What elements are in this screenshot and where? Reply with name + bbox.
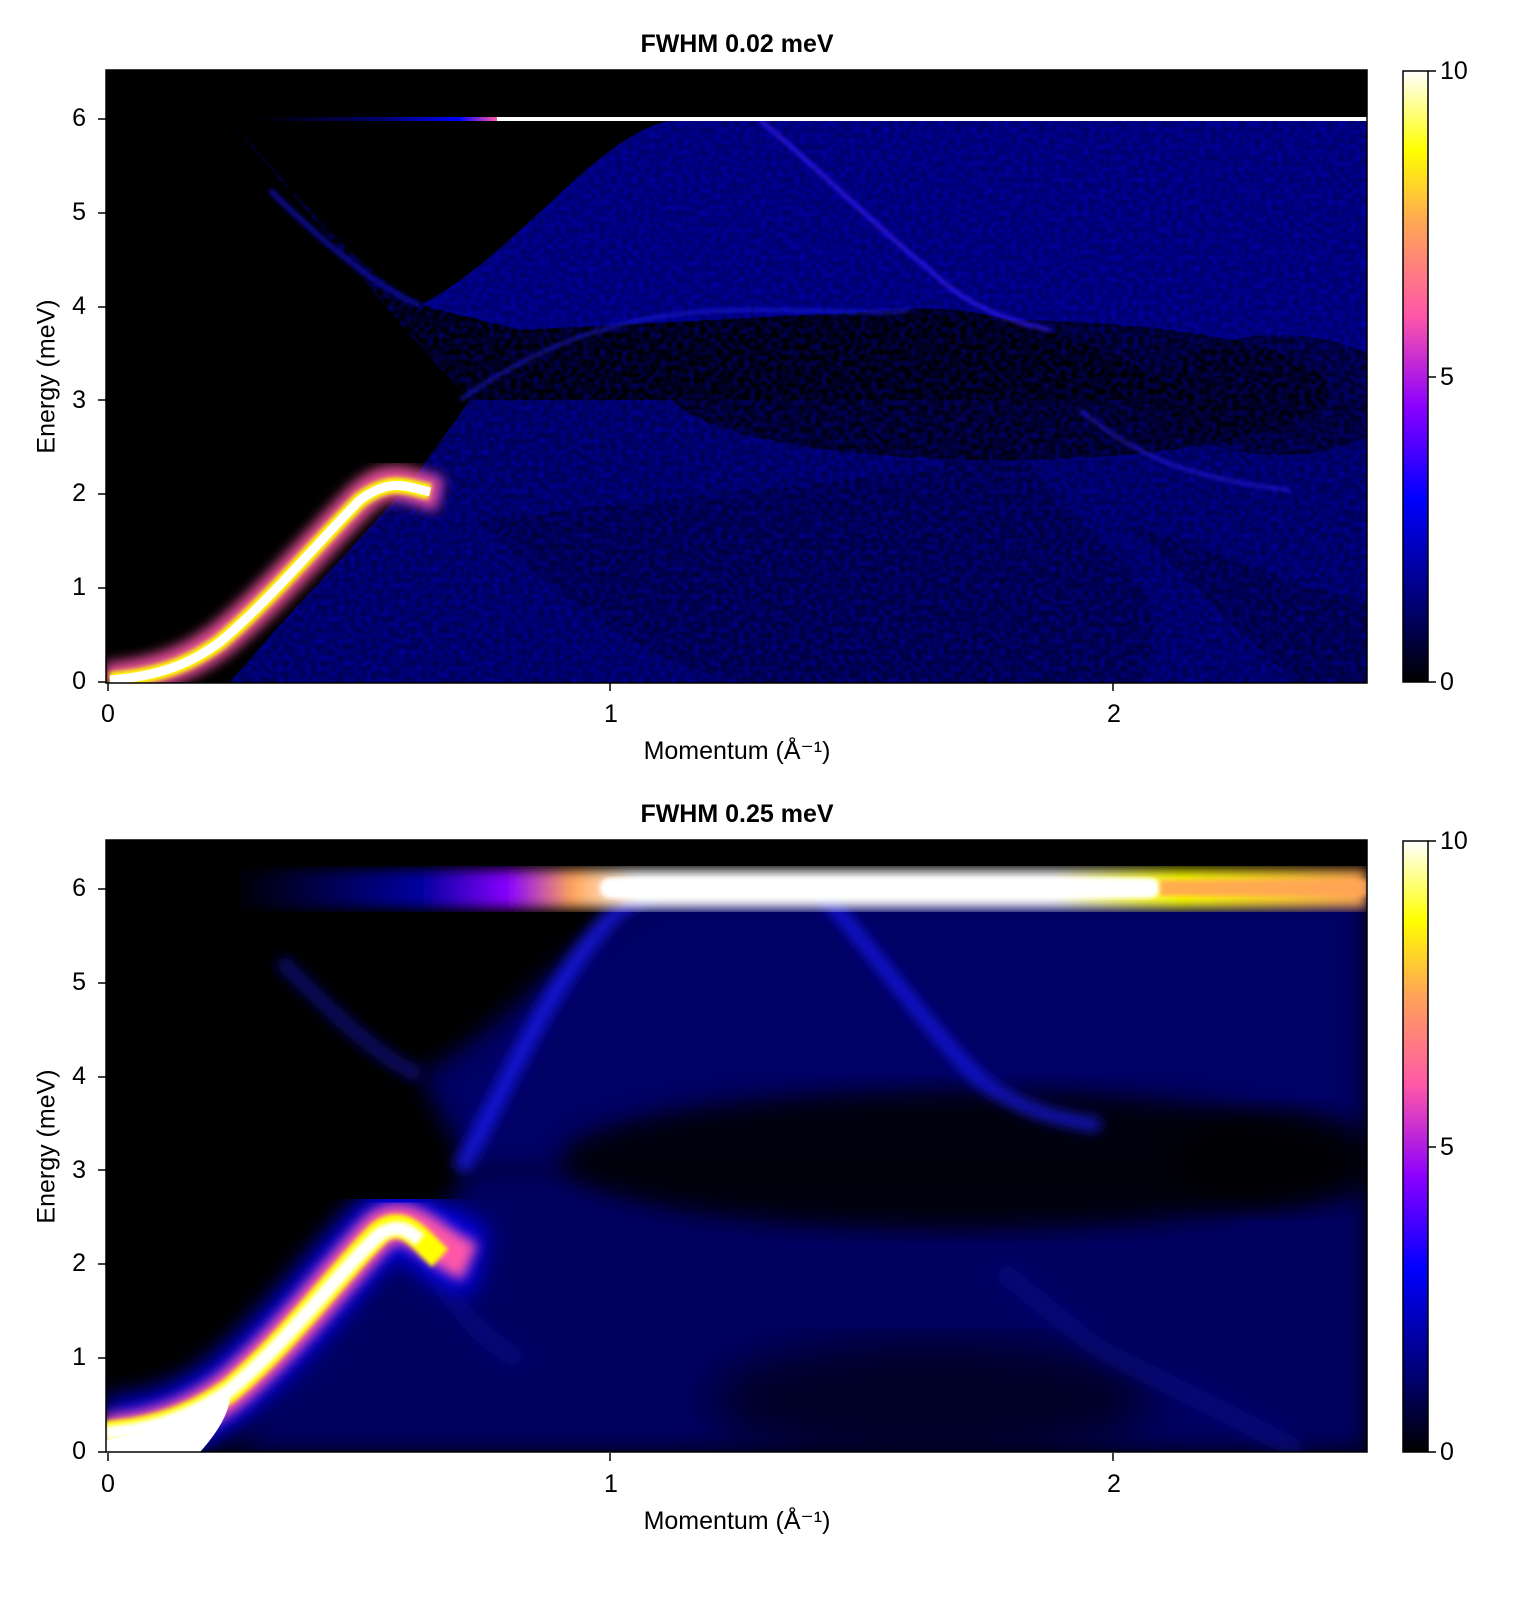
panel-2-xtick: 1	[604, 1470, 618, 1498]
panel-1-xlabel: Momentum (Å⁻¹)	[643, 737, 831, 765]
panel-1-colorbar-tick: 10	[1440, 57, 1468, 85]
panel-2-colorbar-tick: 0	[1440, 1438, 1454, 1466]
panel-2-xtick: 2	[1107, 1470, 1121, 1498]
panel-2-ytick: 2	[72, 1249, 86, 1277]
panel-1-ytick: 6	[72, 104, 86, 132]
panel-2-colorbar	[1402, 840, 1436, 1453]
panel-2-ytick: 6	[72, 874, 86, 902]
panel-2-xtick: 0	[101, 1470, 115, 1498]
panel-1-colorbar-tick: 5	[1440, 363, 1454, 391]
panel-1-ytick: 0	[72, 667, 86, 695]
panel-1-xtick: 1	[604, 700, 618, 728]
panel-1-ytick: 4	[72, 292, 86, 320]
panel-1-xtick: 2	[1107, 700, 1121, 728]
panel-2-ytick: 0	[72, 1437, 86, 1465]
panel-2-colorbar-tick: 10	[1440, 827, 1468, 855]
panel-1-colorbar-tick: 0	[1440, 668, 1454, 696]
panel-2-title: FWHM 0.25 meV	[640, 800, 834, 828]
panel-2-xlabel: Momentum (Å⁻¹)	[643, 1507, 831, 1535]
panel-2-ytick: 3	[72, 1156, 86, 1184]
panel-2-ytick: 1	[72, 1343, 86, 1371]
panel-2-axis-ticks	[98, 888, 1114, 1461]
panel-2-heatmap	[106, 840, 1367, 1452]
panel-2-ytick: 4	[72, 1062, 86, 1090]
panel-1-colorbar	[1402, 70, 1436, 683]
panel-1-ytick: 2	[72, 479, 86, 507]
panel-1-ytick: 3	[72, 386, 86, 414]
panel-1-ytick: 5	[72, 198, 86, 226]
panel-1-heatmap	[106, 70, 1367, 683]
panel-1-ytick: 1	[72, 573, 86, 601]
panel-1-title: FWHM 0.02 meV	[640, 30, 834, 58]
panel-2-ytick: 5	[72, 968, 86, 996]
panel-2-colorbar-tick: 5	[1440, 1133, 1454, 1161]
panel-1-xtick: 0	[101, 700, 115, 728]
panel-1-axis-ticks	[98, 118, 1114, 691]
